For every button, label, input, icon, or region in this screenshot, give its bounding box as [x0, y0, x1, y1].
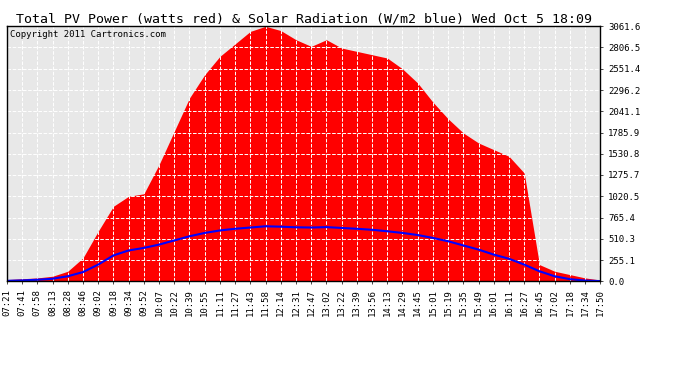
Title: Total PV Power (watts red) & Solar Radiation (W/m2 blue) Wed Oct 5 18:09: Total PV Power (watts red) & Solar Radia…	[16, 12, 591, 25]
Text: Copyright 2011 Cartronics.com: Copyright 2011 Cartronics.com	[10, 30, 166, 39]
